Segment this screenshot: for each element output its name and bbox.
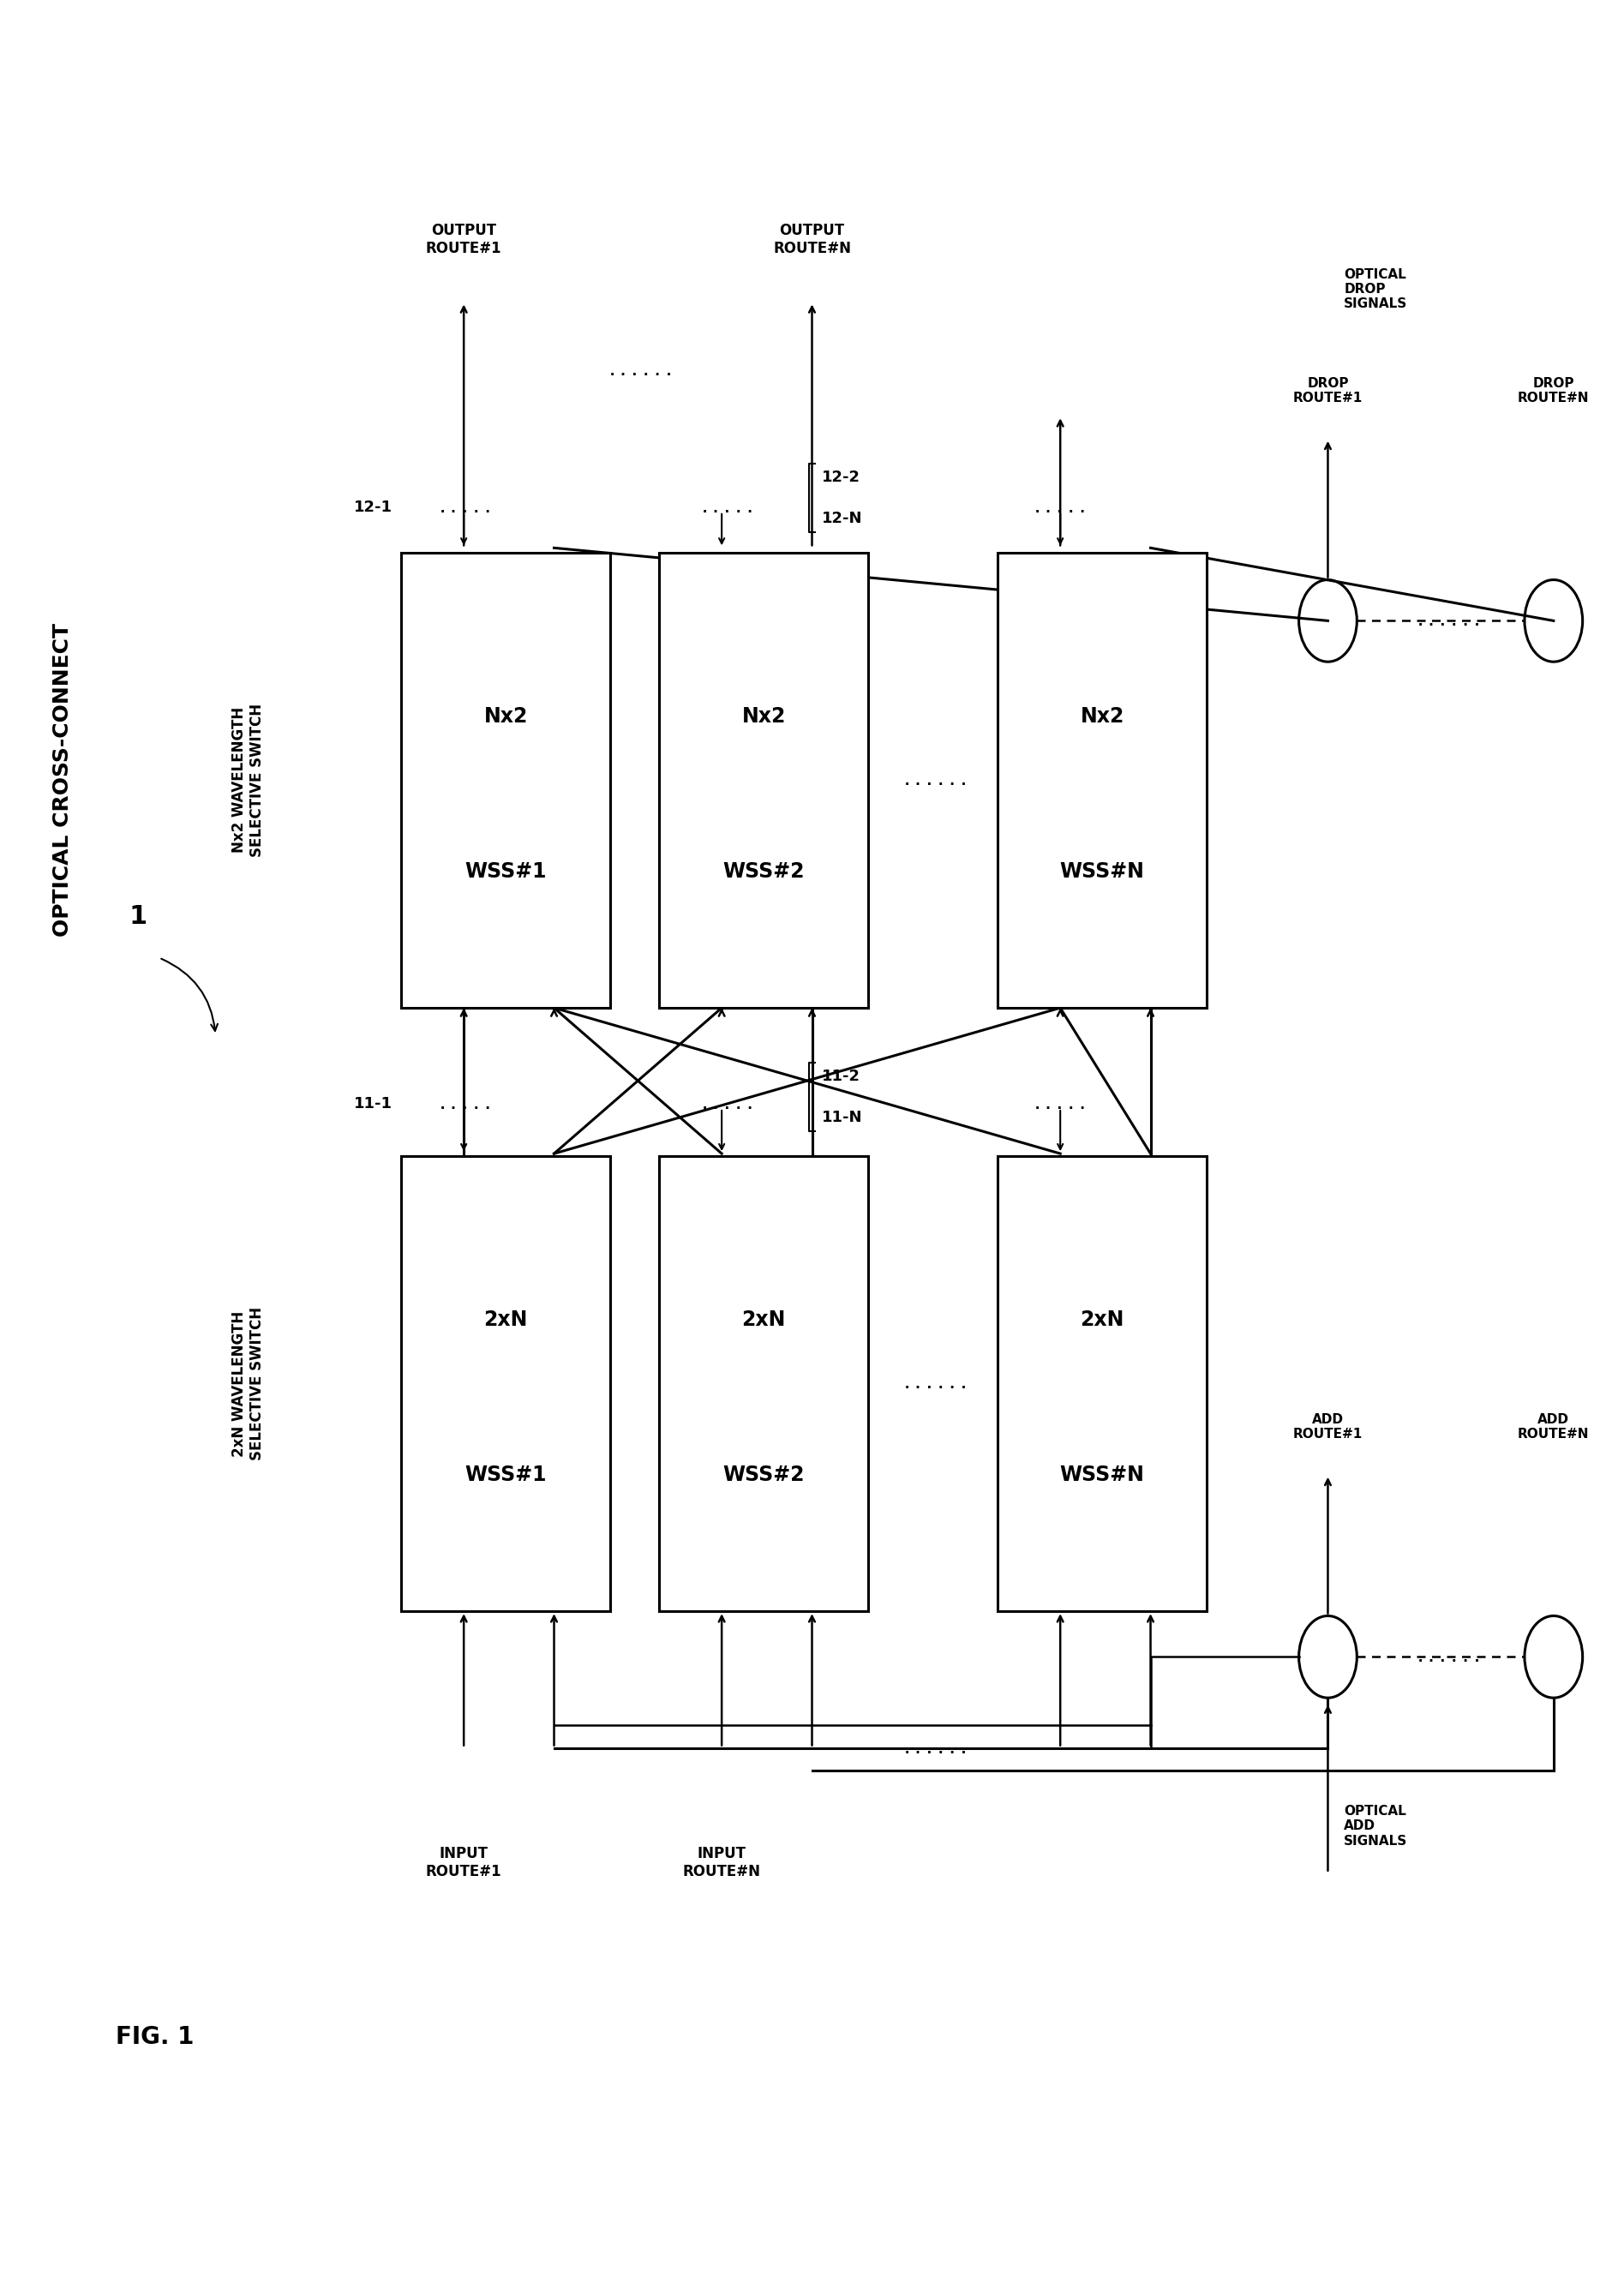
- Text: .....: .....: [437, 1094, 494, 1112]
- Text: 11-N: 11-N: [822, 1110, 862, 1124]
- Text: WSS#N: WSS#N: [1060, 861, 1145, 881]
- Text: .....: .....: [1031, 499, 1090, 515]
- Text: 2xN: 2xN: [742, 1309, 786, 1330]
- Text: 1: 1: [128, 904, 148, 929]
- Text: Nx2: Nx2: [742, 705, 786, 726]
- Text: OPTICAL
DROP
SIGNALS: OPTICAL DROP SIGNALS: [1345, 268, 1408, 311]
- Text: .....: .....: [700, 1094, 757, 1112]
- Text: WSS#2: WSS#2: [723, 861, 804, 881]
- Text: DROP
ROUTE#N: DROP ROUTE#N: [1518, 378, 1590, 405]
- Text: WSS#1: WSS#1: [464, 861, 547, 881]
- Bar: [659, 552, 869, 1007]
- Text: OPTICAL CROSS-CONNECT: OPTICAL CROSS-CONNECT: [52, 623, 73, 936]
- Bar: [659, 1156, 869, 1611]
- Text: INPUT
ROUTE#1: INPUT ROUTE#1: [425, 1845, 502, 1879]
- Bar: [401, 552, 611, 1007]
- Text: ......: ......: [901, 1740, 971, 1756]
- Text: FIG. 1: FIG. 1: [115, 2026, 193, 2049]
- Text: ......: ......: [901, 1376, 971, 1392]
- Text: 12-2: 12-2: [822, 469, 861, 485]
- Text: .....: .....: [700, 499, 757, 515]
- Text: INPUT
ROUTE#N: INPUT ROUTE#N: [682, 1845, 760, 1879]
- Text: 12-1: 12-1: [354, 499, 393, 515]
- Text: 2xN WAVELENGTH
SELECTIVE SWITCH: 2xN WAVELENGTH SELECTIVE SWITCH: [231, 1307, 265, 1460]
- Text: 2xN: 2xN: [1080, 1309, 1124, 1330]
- Bar: [997, 1156, 1207, 1611]
- Text: Nx2: Nx2: [484, 705, 528, 726]
- Text: ADD
ROUTE#N: ADD ROUTE#N: [1518, 1412, 1590, 1440]
- Text: WSS#1: WSS#1: [464, 1465, 547, 1486]
- Text: .....: .....: [1031, 1094, 1090, 1112]
- Text: Nx2 WAVELENGTH
SELECTIVE SWITCH: Nx2 WAVELENGTH SELECTIVE SWITCH: [231, 703, 265, 856]
- Bar: [401, 1156, 611, 1611]
- Text: 2xN: 2xN: [484, 1309, 528, 1330]
- Text: ADD
ROUTE#1: ADD ROUTE#1: [1293, 1412, 1363, 1440]
- Text: 11-1: 11-1: [354, 1096, 393, 1110]
- Bar: [997, 552, 1207, 1007]
- Text: OUTPUT
ROUTE#N: OUTPUT ROUTE#N: [773, 224, 851, 256]
- Text: Nx2: Nx2: [1080, 705, 1124, 726]
- Text: 11-2: 11-2: [822, 1069, 861, 1085]
- Text: 12-N: 12-N: [822, 510, 862, 526]
- Text: ......: ......: [1415, 611, 1483, 629]
- FancyArrowPatch shape: [161, 959, 218, 1030]
- Text: ......: ......: [1415, 1648, 1483, 1666]
- Text: OPTICAL
ADD
SIGNALS: OPTICAL ADD SIGNALS: [1345, 1804, 1408, 1847]
- Text: .....: .....: [437, 499, 494, 515]
- Text: OUTPUT
ROUTE#1: OUTPUT ROUTE#1: [425, 224, 502, 256]
- Text: ......: ......: [901, 771, 971, 790]
- Text: ......: ......: [607, 362, 676, 380]
- Text: WSS#N: WSS#N: [1060, 1465, 1145, 1486]
- Text: WSS#2: WSS#2: [723, 1465, 804, 1486]
- Text: DROP
ROUTE#1: DROP ROUTE#1: [1293, 378, 1363, 405]
